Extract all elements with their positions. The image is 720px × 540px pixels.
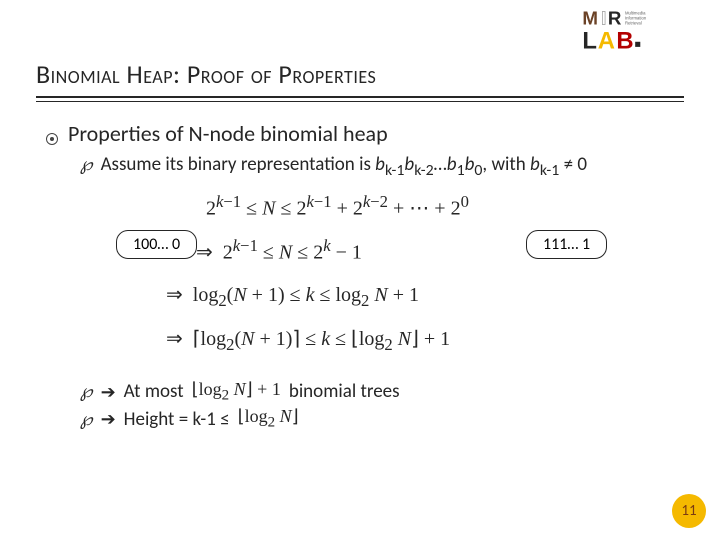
atmost-suffix: binomial trees	[289, 380, 400, 403]
svg-text:B: B	[616, 28, 633, 52]
svg-text:A: A	[598, 28, 615, 52]
page-number-badge: 11	[672, 494, 706, 528]
cursive-arrow-icon: ℘	[80, 381, 93, 402]
main-bullet-text: Properties of N-node binomial heap	[68, 120, 388, 147]
conclusion-height: ℘ ➔ Height = k-1 ≤ ⌊log2 N⌋	[80, 406, 684, 432]
math-derivation: 2k−1 ≤ N ≤ 2k−1 + 2k−2 + ⋯ + 20 100… 0 1…	[86, 192, 684, 377]
atmost-prefix: At most	[124, 380, 184, 403]
slide: M I R Multimedia Information Retrieval L…	[0, 0, 720, 540]
sub-cond: , with bk-1 ≠ 0	[482, 153, 587, 176]
content-area: Properties of N-node binomial heap ℘ Ass…	[36, 120, 684, 432]
main-bullet: Properties of N-node binomial heap	[46, 120, 684, 147]
bubble-left: 100… 0	[116, 230, 197, 259]
sub-bullet-text: Assume its binary representation is bk-1…	[101, 153, 587, 180]
svg-text:Multimedia: Multimedia	[625, 11, 646, 16]
svg-text:L: L	[582, 28, 597, 52]
svg-text:R: R	[608, 8, 622, 29]
mir-lab-logo: M I R Multimedia Information Retrieval L…	[582, 6, 702, 52]
height-prefix: Height = k-1 ≤	[124, 408, 230, 431]
right-arrow-icon: ➔	[101, 381, 116, 403]
bullet-icon	[46, 133, 58, 145]
math-line-3: ⇒ log2(N + 1) ≤ k ≤ log2 N + 1	[166, 282, 419, 311]
bubble-right: 111… 1	[526, 230, 607, 259]
svg-text:Information: Information	[625, 16, 647, 21]
right-arrow-icon: ➔	[101, 408, 116, 430]
title-rule-top	[36, 96, 684, 98]
conclusion-atmost: ℘ ➔ At most ⌊log2 N⌋ + 1 binomial trees	[80, 379, 684, 405]
svg-text:I: I	[601, 8, 606, 29]
svg-text:Retrieval: Retrieval	[625, 21, 642, 26]
math-line-4: ⇒ ⌈log2(N + 1)⌉ ≤ k ≤ ⌊log2 N⌋ + 1	[166, 326, 450, 355]
svg-text:M: M	[582, 8, 598, 29]
cursive-arrow-icon: ℘	[80, 409, 93, 430]
height-expr: ⌊log2 N⌋	[238, 406, 299, 432]
sub-bullet-assume: ℘ Assume its binary representation is bk…	[80, 153, 684, 180]
math-line-2: ⇒ 2k−1 ≤ N ≤ 2k − 1	[196, 236, 362, 265]
atmost-expr: ⌊log2 N⌋ + 1	[192, 379, 281, 405]
sub-prefix: Assume its binary representation is	[101, 153, 376, 176]
math-line-1: 2k−1 ≤ N ≤ 2k−1 + 2k−2 + ⋯ + 20	[206, 192, 469, 221]
cursive-arrow-icon: ℘	[80, 154, 93, 175]
title-rule-bottom	[36, 101, 684, 103]
